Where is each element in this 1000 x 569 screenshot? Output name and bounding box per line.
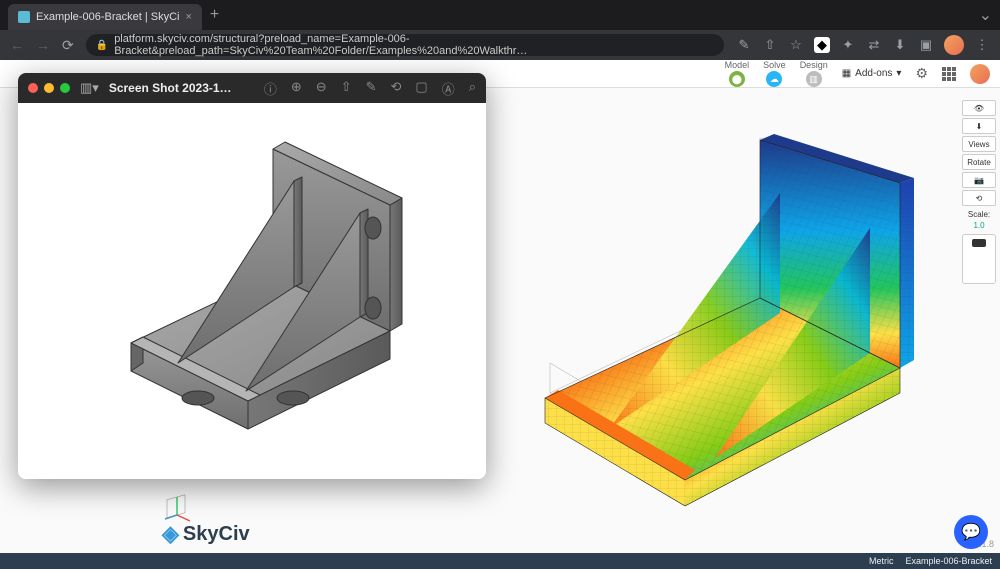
cad-bracket-drawing — [58, 113, 438, 463]
browser-avatar[interactable] — [944, 35, 964, 55]
visibility-button[interactable]: 👁 — [962, 100, 996, 116]
search-icon[interactable]: ⌕ — [469, 79, 476, 98]
mode-solve-label: Solve — [763, 60, 786, 70]
chat-icon: 💬 — [961, 522, 981, 542]
markup-icon[interactable]: ✎ — [366, 79, 377, 98]
info-icon[interactable]: ⓘ — [264, 79, 277, 98]
panel-icon[interactable]: ▣ — [918, 37, 934, 53]
minimize-window-button[interactable] — [44, 83, 54, 93]
user-avatar[interactable] — [970, 64, 990, 84]
screenshot-button[interactable]: 📷 — [962, 172, 996, 188]
preview-title: Screen Shot 2023-1… — [109, 81, 232, 95]
browser-toolbar-icons: ✎ ⇧ ☆ ◆ ✦ ⇄ ⬇ ▣ ⋮ — [736, 35, 990, 55]
puzzle-icon[interactable]: ✦ — [840, 37, 856, 53]
zoom-in-icon[interactable]: ⊕ — [291, 79, 302, 98]
zoom-out-icon[interactable]: ⊖ — [316, 79, 327, 98]
highlight-icon[interactable]: Ⓐ — [442, 79, 455, 98]
views-button[interactable]: Views — [962, 136, 996, 152]
mode-design[interactable]: Design ▥ — [800, 60, 828, 87]
reload-button[interactable]: ⟳ — [62, 37, 74, 54]
scale-label: Scale: — [962, 210, 996, 219]
preview-titlebar[interactable]: ▥▾ Screen Shot 2023-1… ⓘ ⊕ ⊖ ⇧ ✎ ⟲ ▢ Ⓐ ⌕ — [18, 73, 486, 103]
tab-title: Example-006-Bracket | SkyCi — [36, 11, 179, 23]
window-traffic-lights — [28, 83, 70, 93]
logo-icon: ◈ — [162, 521, 179, 547]
status-units[interactable]: Metric — [869, 556, 894, 566]
crop-icon[interactable]: ▢ — [415, 79, 427, 98]
mode-solve[interactable]: Solve ☁ — [763, 60, 786, 87]
scale-slider[interactable] — [962, 234, 996, 284]
back-button[interactable]: ← — [10, 37, 24, 53]
chat-button[interactable]: 💬 — [954, 515, 988, 549]
browser-tab-bar: Example-006-Bracket | SkyCi × + ⌄ — [0, 0, 1000, 30]
mode-design-label: Design — [800, 60, 828, 70]
menu-icon[interactable]: ⋮ — [974, 37, 990, 53]
browser-expand-icon[interactable]: ⌄ — [979, 5, 992, 25]
tab-favicon — [18, 11, 30, 23]
logo-text: SkyCiv — [183, 523, 250, 546]
addons-label: Add-ons — [855, 68, 892, 79]
preview-sidebar-icon[interactable]: ▥▾ — [80, 80, 99, 96]
close-window-button[interactable] — [28, 83, 38, 93]
download-button[interactable]: ⬇ — [962, 118, 996, 134]
right-toolbar: 👁 ⬇ Views Rotate 📷 ⟲ Scale: 1.0 — [962, 100, 996, 284]
mode-design-icon: ▥ — [806, 71, 822, 87]
mode-model-icon: ⬤ — [729, 71, 745, 87]
status-filename: Example-006-Bracket — [905, 556, 992, 566]
translate-icon[interactable]: ⇄ — [866, 37, 882, 53]
axis-gizmo[interactable] — [162, 493, 192, 523]
reset-button[interactable]: ⟲ — [962, 190, 996, 206]
skyciv-logo: ◈ SkyCiv — [162, 521, 250, 547]
rotate-button[interactable]: Rotate — [962, 154, 996, 170]
tab-close-icon[interactable]: × — [185, 11, 191, 23]
new-tab-button[interactable]: + — [210, 6, 219, 24]
preview-window[interactable]: ▥▾ Screen Shot 2023-1… ⓘ ⊕ ⊖ ⇧ ✎ ⟲ ▢ Ⓐ ⌕ — [18, 73, 486, 479]
maximize-window-button[interactable] — [60, 83, 70, 93]
mode-solve-icon: ☁ — [766, 71, 782, 87]
chevron-down-icon: ▾ — [896, 68, 901, 79]
forward-button[interactable]: → — [36, 37, 50, 53]
preview-canvas — [18, 103, 486, 479]
lock-icon: 🔒 — [96, 40, 108, 51]
edit-icon[interactable]: ✎ — [736, 37, 752, 53]
url-text: platform.skyciv.com/structural?preload_n… — [114, 33, 714, 57]
mode-model-label: Model — [725, 60, 750, 70]
url-bar[interactable]: 🔒 platform.skyciv.com/structural?preload… — [86, 34, 724, 56]
rotate-icon[interactable]: ⟲ — [391, 79, 402, 98]
share-icon[interactable]: ⇧ — [341, 79, 352, 98]
addons-grid-icon: ▦ — [842, 68, 851, 79]
download-icon[interactable]: ⬇ — [892, 37, 908, 53]
extension-icon[interactable]: ◆ — [814, 37, 830, 53]
scale-slider-thumb[interactable] — [972, 239, 986, 247]
bookmark-icon[interactable]: ☆ — [788, 37, 804, 53]
share-icon[interactable]: ⇧ — [762, 37, 778, 53]
status-bar: Metric Example-006-Bracket — [0, 553, 1000, 569]
mode-model[interactable]: Model ⬤ — [725, 60, 750, 87]
addons-button[interactable]: ▦ Add-ons ▾ — [842, 68, 902, 79]
settings-icon[interactable]: ⚙ — [915, 65, 928, 82]
apps-grid-icon[interactable] — [942, 67, 956, 81]
fea-result-model — [500, 128, 920, 508]
browser-tab[interactable]: Example-006-Bracket | SkyCi × — [8, 4, 202, 30]
browser-toolbar: ← → ⟳ 🔒 platform.skyciv.com/structural?p… — [0, 30, 1000, 60]
scale-value: 1.0 — [962, 221, 996, 230]
